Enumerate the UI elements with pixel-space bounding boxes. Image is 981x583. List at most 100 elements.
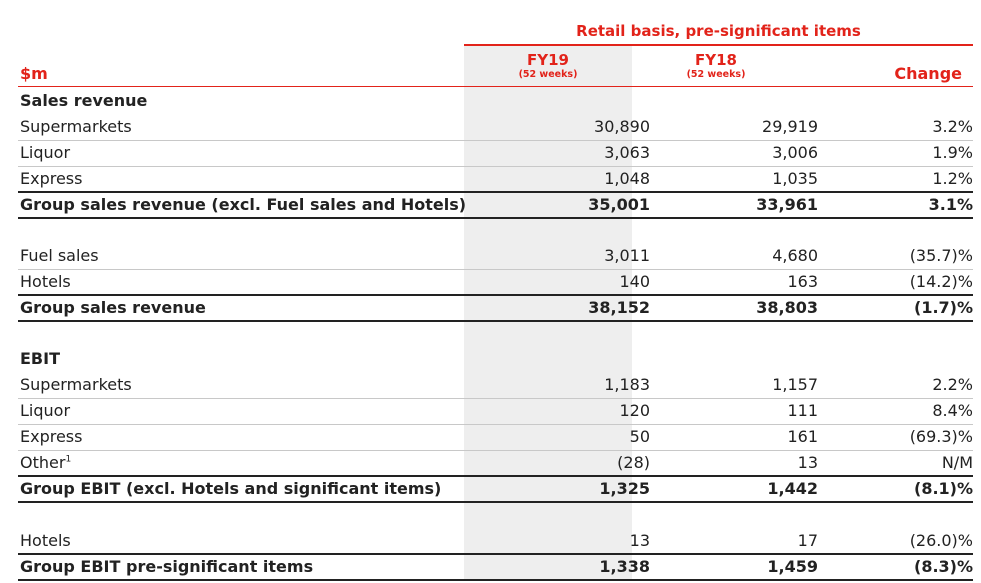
fy18-value: 13 [797, 453, 818, 472]
fy18-weeks: (52 weeks) [686, 69, 746, 80]
change-value: (14.2)% [909, 272, 973, 291]
fy19-value: 38,152 [588, 298, 650, 317]
section-heading-sales-revenue: Sales revenue [18, 88, 973, 114]
row-label: Express [20, 169, 83, 188]
total-rule-bottom [18, 501, 973, 503]
row-divider [18, 269, 973, 270]
fy19-value: 50 [629, 427, 650, 446]
change-value: (26.0)% [909, 531, 973, 550]
row-label: EBIT [20, 349, 60, 368]
fy19-value: 3,063 [604, 143, 650, 162]
table-row: Liquor 3,063 3,006 1.9% [18, 140, 973, 166]
row-label: Group sales revenue (excl. Fuel sales an… [20, 195, 467, 214]
table-row: Other1 (28) 13 N/M [18, 450, 973, 476]
super-title-underline [464, 44, 973, 46]
change-value: 2.2% [932, 375, 973, 394]
fy18-value: 1,459 [767, 557, 818, 576]
change-value: 1.2% [932, 169, 973, 188]
row-divider [18, 450, 973, 451]
table-super-title: Retail basis, pre-significant items [576, 22, 861, 40]
table-row: Supermarkets 1,183 1,157 2.2% [18, 372, 973, 398]
row-label-text: Other [20, 453, 66, 472]
row-divider [18, 140, 973, 141]
fy19-value: 3,011 [604, 246, 650, 265]
fy18-value: 163 [787, 272, 818, 291]
row-divider [18, 398, 973, 399]
fy18-value: 111 [787, 401, 818, 420]
total-rule-bottom [18, 217, 973, 219]
row-label: Sales revenue [20, 91, 148, 110]
total-rule-bottom [18, 320, 973, 322]
row-label: Fuel sales [20, 246, 99, 265]
fy18-title: FY18 [695, 51, 737, 69]
fy18-value: 17 [797, 531, 818, 550]
table-row: Express 50 161 (69.3)% [18, 424, 973, 450]
fy19-value: 1,325 [599, 479, 650, 498]
fy18-value: 29,919 [762, 117, 818, 136]
header-rule [18, 86, 973, 87]
table-row: Supermarkets 30,890 29,919 3.2% [18, 114, 973, 140]
fy19-value: 13 [629, 531, 650, 550]
fy19-weeks: (52 weeks) [518, 69, 578, 80]
row-divider [18, 166, 973, 167]
change-value: (35.7)% [909, 246, 973, 265]
total-row: Group EBIT pre-significant items 1,338 1… [18, 554, 973, 580]
fy19-title: FY19 [527, 51, 569, 69]
change-value: 8.4% [932, 401, 973, 420]
total-rule-bottom [18, 579, 973, 581]
row-label: Hotels [20, 531, 71, 550]
fy18-value: 1,157 [772, 375, 818, 394]
column-header-fy18: FY18 (52 weeks) [632, 52, 800, 81]
total-row: Group sales revenue (excl. Fuel sales an… [18, 192, 973, 218]
row-label: Liquor [20, 401, 71, 420]
fy18-value: 3,006 [772, 143, 818, 162]
fy19-value: 140 [619, 272, 650, 291]
change-value: 3.2% [932, 117, 973, 136]
change-value: N/M [941, 453, 973, 472]
row-label: Hotels [20, 272, 71, 291]
table-row: Liquor 120 111 8.4% [18, 398, 973, 424]
row-label: Group EBIT pre-significant items [20, 557, 314, 576]
row-label: Supermarkets [20, 117, 132, 136]
row-label: Liquor [20, 143, 71, 162]
fy19-value: 1,048 [604, 169, 650, 188]
total-row: Group EBIT (excl. Hotels and significant… [18, 476, 973, 502]
change-value: (8.1)% [914, 479, 973, 498]
total-rule-top [18, 191, 973, 193]
change-value: 1.9% [932, 143, 973, 162]
fy18-value: 1,442 [767, 479, 818, 498]
fy19-value: 35,001 [588, 195, 650, 214]
fy19-value: (28) [617, 453, 650, 472]
row-label: Group EBIT (excl. Hotels and significant… [20, 479, 442, 498]
fy18-value: 38,803 [756, 298, 818, 317]
row-label: Group sales revenue [20, 298, 206, 317]
fy18-value: 1,035 [772, 169, 818, 188]
row-label: Supermarkets [20, 375, 132, 394]
table-row: Express 1,048 1,035 1.2% [18, 166, 973, 192]
fy18-value: 161 [787, 427, 818, 446]
fy18-value: 33,961 [756, 195, 818, 214]
fy19-value: 1,183 [604, 375, 650, 394]
change-value: 3.1% [928, 195, 973, 214]
fy19-value: 120 [619, 401, 650, 420]
total-rule-top [18, 553, 973, 555]
row-divider [18, 424, 973, 425]
row-label-other: Other1 [20, 453, 71, 472]
total-rule-top [18, 294, 973, 296]
change-value: (69.3)% [909, 427, 973, 446]
table-row: Hotels 13 17 (26.0)% [18, 528, 973, 554]
fy19-value: 30,890 [594, 117, 650, 136]
total-row: Group sales revenue 38,152 38,803 (1.7)% [18, 295, 973, 321]
unit-label: $m [20, 64, 48, 83]
table-row: Hotels 140 163 (14.2)% [18, 269, 973, 295]
fy18-value: 4,680 [772, 246, 818, 265]
footnote-marker: 1 [65, 454, 72, 465]
table-row: Fuel sales 3,011 4,680 (35.7)% [18, 243, 973, 269]
section-heading-ebit: EBIT [18, 346, 973, 372]
column-header-change: Change [894, 64, 962, 83]
change-value: (1.7)% [914, 298, 973, 317]
change-value: (8.3)% [914, 557, 973, 576]
fy19-value: 1,338 [599, 557, 650, 576]
total-rule-top [18, 475, 973, 477]
row-label: Express [20, 427, 83, 446]
